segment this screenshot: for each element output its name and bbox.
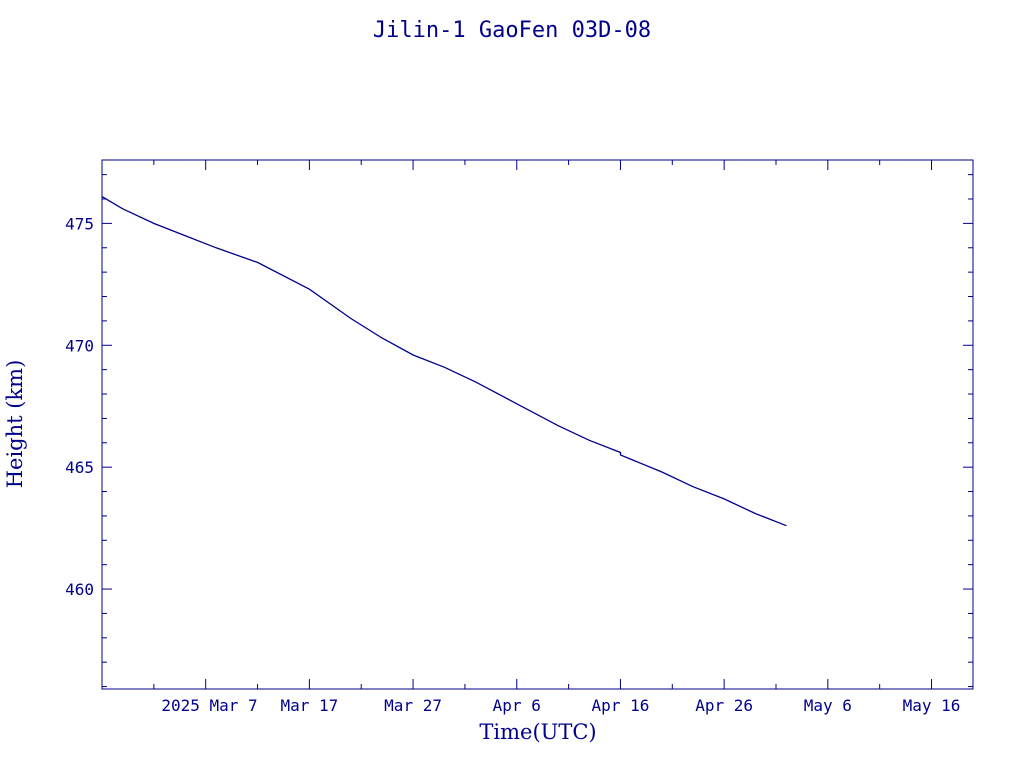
y-tick-label: 465 xyxy=(65,458,94,477)
x-tick-label: Apr 6 xyxy=(493,696,541,715)
y-tick-label: 475 xyxy=(65,214,94,233)
x-tick-label: May 6 xyxy=(804,696,852,715)
tick-marks xyxy=(101,160,973,689)
height-series-line xyxy=(101,196,787,527)
y-tick-label: 470 xyxy=(65,336,94,355)
y-axis-label: Height (km) xyxy=(3,360,27,489)
x-tick-label: Apr 16 xyxy=(592,696,650,715)
y-tick-label: 460 xyxy=(65,580,94,599)
tick-labels: 2025 Mar 7 Mar 17 Mar 27 Apr 6 Apr 16 Apr 26 M… xyxy=(65,214,960,715)
x-tick-label: Mar 27 xyxy=(384,696,442,715)
plot-frame xyxy=(101,159,974,690)
x-tick-label: Apr 26 xyxy=(695,696,753,715)
x-tick-label: 2025 Mar 7 xyxy=(161,696,257,715)
chart-title: Jilin-1 GaoFen 03D-08 xyxy=(373,18,651,43)
x-tick-label: Mar 17 xyxy=(280,696,338,715)
x-axis-label: Time(UTC) xyxy=(479,720,596,744)
x-tick-label: May 16 xyxy=(903,696,961,715)
